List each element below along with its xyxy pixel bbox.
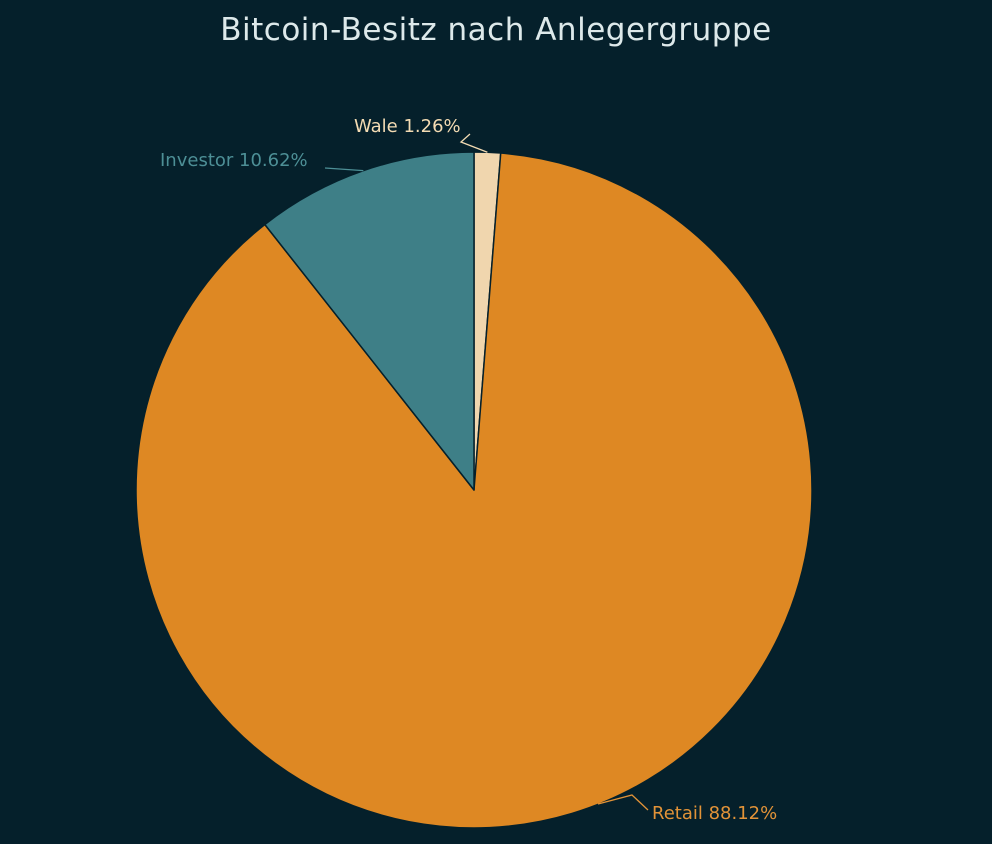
chart-title: Bitcoin-Besitz nach Anlegergruppe <box>220 12 772 48</box>
leader-line-retail <box>597 794 649 811</box>
leader-line-wale <box>459 133 488 153</box>
data-label-wale: Wale 1.26% <box>354 116 461 137</box>
data-label-investor: Investor 10.62% <box>160 150 308 171</box>
leader-line-investor <box>324 167 364 172</box>
data-label-retail: Retail 88.12% <box>652 803 777 824</box>
pie-slice-investor <box>264 151 475 491</box>
